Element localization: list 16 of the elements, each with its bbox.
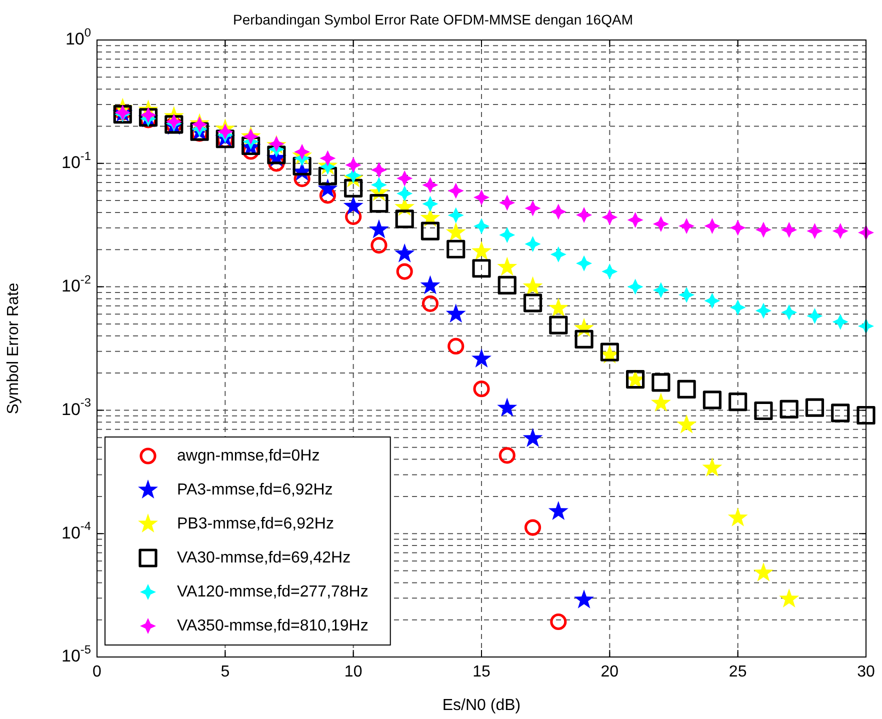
x-tick-label: 20 (600, 663, 619, 680)
x-axis-title: Es/N0 (dB) (442, 696, 521, 714)
x-tick-label: 15 (472, 663, 490, 680)
legend-label: VA30-mmse,fd=69,42Hz (177, 549, 351, 566)
x-tick-label: 5 (220, 663, 230, 680)
legend-label: awgn-mmse,fd=0Hz (177, 447, 320, 464)
chart-title: Perbandingan Symbol Error Rate OFDM-MMSE dengan 16QAM (233, 11, 633, 28)
legend-label: VA120-mmse,fd=277,78Hz (177, 583, 368, 600)
x-tick-label: 25 (728, 663, 747, 680)
y-axis-title: Symbol Error Rate (5, 282, 22, 414)
legend-label: VA350-mmse,fd=810,19Hz (177, 617, 368, 634)
x-tick-label: 30 (857, 663, 875, 680)
x-tick-label: 10 (344, 663, 362, 680)
x-tick-label: 0 (92, 663, 102, 680)
legend-label: PA3-mmse,fd=6,92Hz (177, 481, 333, 498)
legend-label: PB3-mmse,fd=6,92Hz (177, 515, 334, 532)
